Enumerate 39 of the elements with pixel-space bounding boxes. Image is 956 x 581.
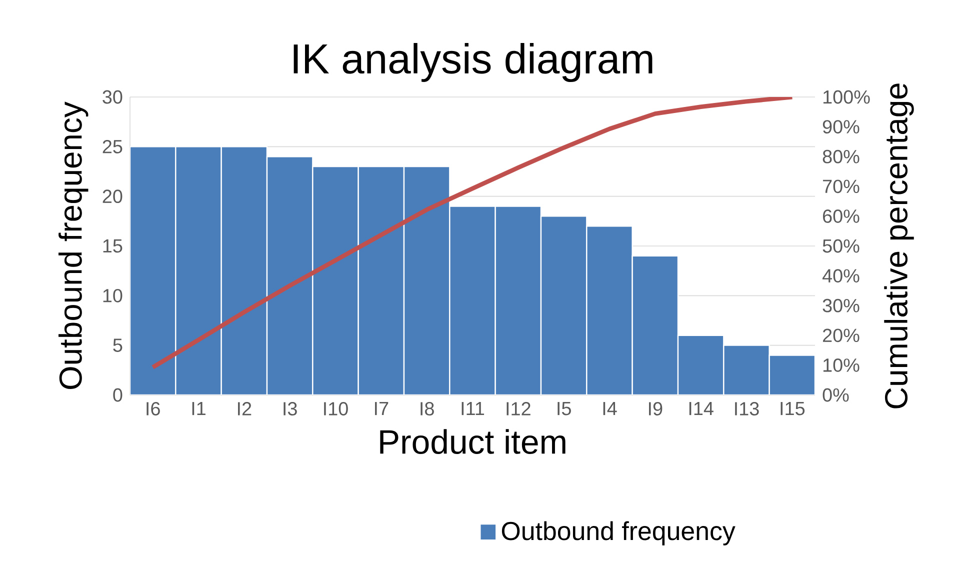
x-tick-label: I4: [603, 402, 617, 416]
x-tick-label: I5: [558, 402, 571, 416]
y2-tick-label: 0%: [822, 388, 849, 402]
y2-tick-label: 20%: [822, 328, 860, 342]
x-axis-title: Product item: [380, 429, 566, 454]
y2-tick-label: 40%: [822, 269, 860, 282]
y-tick-label: 20: [102, 190, 122, 204]
y2-tick-label: 70%: [823, 180, 860, 194]
y-tick-label: 30: [102, 90, 122, 104]
x-tick-label: I3: [284, 402, 297, 416]
y-tick-label: 25: [102, 140, 122, 154]
y-tick-label: 5: [113, 338, 122, 352]
x-tick-label: I6: [146, 402, 160, 416]
y-axis-title: Outbound frequency: [58, 102, 88, 389]
y2-tick-label: 100%: [823, 90, 870, 104]
y2-axis-title: Cumulative percentage: [884, 84, 914, 408]
y-tick-label: 0: [113, 388, 122, 402]
x-tick-label: I1: [192, 402, 206, 416]
x-tick-label: I8: [420, 402, 434, 416]
x-tick-label: I9: [649, 402, 662, 416]
x-tick-label: I13: [735, 402, 759, 416]
line-series: [150, 97, 794, 370]
y2-tick-label: 50%: [822, 239, 860, 253]
legend-label: Outbound frequency: [502, 521, 736, 546]
y2-tick-label: 30%: [822, 298, 860, 312]
y2-tick-label: 80%: [822, 150, 860, 164]
y-tick-label: 15: [103, 239, 122, 253]
y2-tick-label: 90%: [822, 120, 860, 134]
y-tick-label: 10: [103, 288, 122, 302]
x-tick-label: I2: [238, 402, 252, 416]
x-tick-label: I7: [375, 402, 388, 416]
y2-tick-label: 60%: [823, 209, 860, 223]
x-tick-label: I12: [506, 402, 530, 416]
x-tick-label: I10: [324, 402, 348, 416]
x-tick-label: I14: [689, 402, 714, 416]
x-tick-label: I15: [780, 402, 805, 416]
x-tick-label: I11: [462, 402, 484, 416]
chart-title: IK analysis diagram: [294, 43, 652, 82]
y2-tick-label: 10%: [823, 358, 860, 372]
